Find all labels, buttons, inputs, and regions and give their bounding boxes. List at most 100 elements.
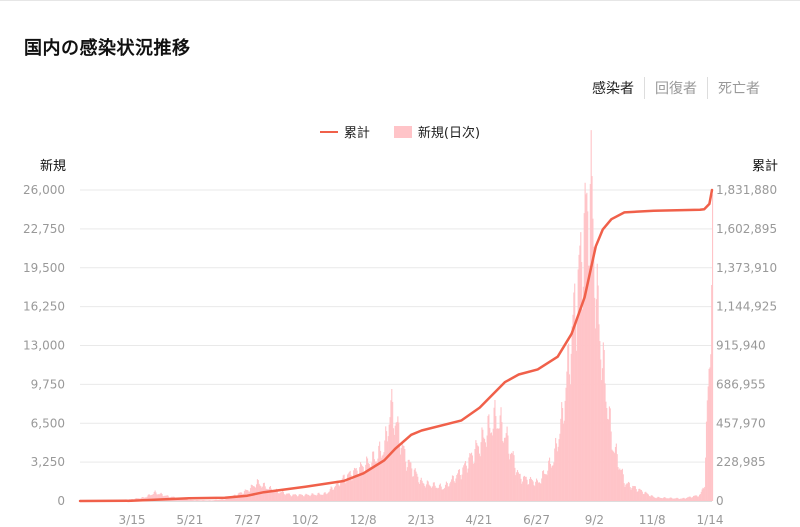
tab-recovered[interactable]: 回復者 — [655, 81, 697, 97]
daily-bar — [633, 486, 636, 501]
x-tick-label: 10/2 — [292, 513, 319, 527]
right-tick-label: 1,144,925 — [716, 300, 777, 314]
daily-bar — [425, 484, 428, 501]
daily-bar — [511, 453, 513, 501]
daily-bar — [468, 457, 470, 501]
daily-bar — [491, 435, 493, 501]
daily-bar — [442, 489, 444, 501]
daily-bar — [473, 462, 475, 501]
left-tick-label: 13,000 — [23, 339, 65, 353]
daily-bar — [188, 500, 190, 501]
tab-infected[interactable]: 感染者 — [592, 81, 634, 97]
daily-bar — [554, 448, 556, 501]
daily-bar — [373, 451, 375, 501]
daily-bar — [607, 419, 610, 501]
x-tick-label: 3/15 — [119, 513, 146, 527]
daily-bar — [600, 359, 602, 501]
x-tick-label: 6/27 — [523, 513, 550, 527]
daily-bar — [291, 495, 293, 501]
top-divider — [0, 0, 800, 1]
daily-bar — [675, 498, 677, 501]
daily-bar — [480, 442, 482, 501]
tab-deaths[interactable]: 死亡者 — [718, 81, 760, 97]
daily-bar — [381, 455, 383, 501]
daily-bar — [323, 492, 325, 501]
daily-bar — [216, 499, 218, 501]
daily-bar — [157, 494, 159, 501]
legend-line-swatch — [319, 130, 338, 133]
daily-bar — [490, 433, 492, 501]
legend-item-daily[interactable]: 新規(日次) — [393, 122, 480, 141]
page-title: 国内の感染状況推移 — [24, 38, 191, 59]
daily-bar — [523, 475, 525, 501]
daily-bar — [286, 493, 288, 501]
daily-bar — [204, 500, 206, 501]
daily-bar — [625, 484, 627, 501]
daily-bar — [281, 491, 284, 501]
daily-bar — [341, 478, 343, 501]
daily-bar — [415, 471, 417, 501]
daily-bar — [550, 467, 552, 501]
daily-bar — [416, 473, 418, 501]
daily-bar — [704, 486, 706, 501]
daily-bar — [412, 476, 415, 501]
daily-bar — [627, 481, 630, 501]
daily-bar — [270, 488, 272, 501]
daily-bar — [314, 494, 316, 501]
daily-bar — [602, 342, 604, 501]
daily-bar — [336, 480, 338, 501]
daily-bar — [201, 500, 203, 501]
daily-bar — [441, 489, 443, 501]
daily-bar — [516, 472, 518, 501]
daily-bar — [640, 490, 643, 501]
daily-bar — [413, 469, 415, 501]
daily-bar — [207, 500, 209, 501]
daily-bar — [678, 498, 680, 501]
daily-bar — [470, 453, 472, 501]
daily-bar — [705, 421, 708, 501]
daily-bar — [569, 384, 571, 501]
legend-item-cumulative[interactable]: 累計 — [319, 122, 370, 141]
daily-bar — [420, 477, 422, 501]
daily-bar — [654, 497, 656, 501]
daily-bar — [546, 475, 548, 501]
daily-bar — [570, 353, 572, 501]
daily-bar — [479, 456, 481, 501]
daily-bar — [438, 487, 440, 501]
daily-bar — [453, 481, 455, 501]
legend-label-cumulative: 累計 — [343, 126, 370, 141]
daily-bar — [342, 475, 344, 501]
daily-bar — [581, 309, 584, 501]
x-tick-label: 11/8 — [639, 513, 666, 527]
left-tick-label: 22,750 — [23, 222, 65, 236]
daily-bar — [710, 354, 712, 501]
chart-legend: 累計 新規(日次) — [0, 122, 800, 141]
daily-bar — [536, 478, 538, 501]
daily-bar — [379, 450, 382, 501]
daily-bar — [298, 494, 300, 501]
daily-bar — [211, 500, 213, 501]
daily-bar — [220, 499, 222, 501]
daily-bar — [269, 485, 271, 501]
daily-bar — [512, 451, 514, 501]
daily-bar — [214, 500, 216, 501]
daily-bar — [657, 496, 659, 501]
daily-bar — [151, 494, 153, 501]
daily-bar — [581, 262, 583, 501]
daily-bar — [660, 498, 662, 501]
daily-bar — [276, 490, 278, 501]
daily-bar — [666, 498, 669, 501]
daily-bar — [697, 496, 699, 501]
daily-bar — [378, 445, 380, 501]
daily-bar — [617, 467, 619, 501]
daily-bar — [335, 483, 337, 501]
daily-bar — [288, 493, 290, 501]
daily-bar — [489, 427, 491, 501]
daily-bar — [451, 479, 453, 501]
daily-bar — [399, 454, 402, 501]
daily-bar — [577, 269, 579, 501]
daily-bar — [652, 495, 654, 501]
daily-bar — [344, 479, 346, 501]
daily-bar — [301, 494, 303, 501]
daily-bar — [338, 485, 340, 501]
